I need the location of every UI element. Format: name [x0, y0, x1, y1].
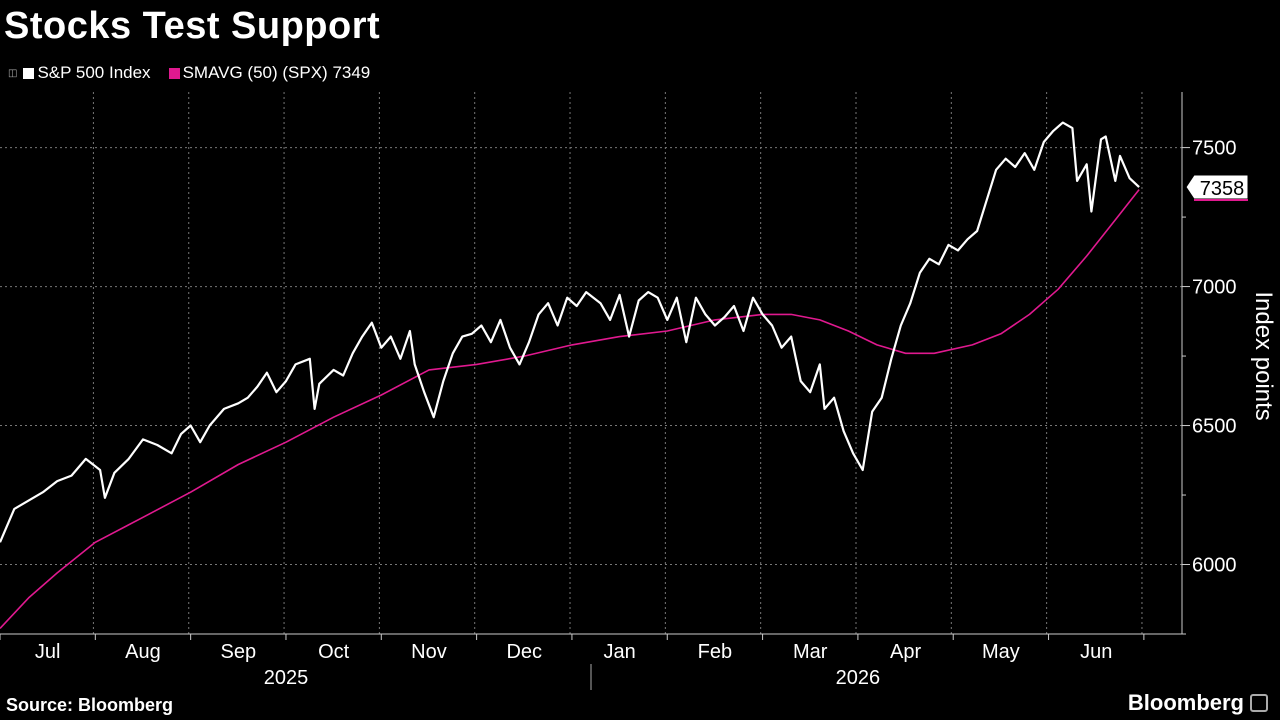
y-tick-label: 7000 [1192, 277, 1237, 299]
y-tick-label: 6000 [1192, 555, 1237, 577]
x-tick-label: Mar [793, 641, 828, 663]
y-tick-label: 6500 [1192, 416, 1237, 438]
x-tick-label: Jun [1080, 641, 1112, 663]
x-tick-label: Apr [890, 641, 921, 663]
series-line-smavg [0, 189, 1140, 629]
legend-swatch-spx [23, 67, 35, 79]
legend: ◫ S&P 500 Index SMAVG (50) (SPX) 7349 [8, 63, 384, 83]
x-tick-label: Dec [506, 641, 542, 663]
legend-item-spx: S&P 500 Index [23, 63, 151, 83]
x-tick-label: May [982, 641, 1020, 663]
brand-logo: Bloomberg [1128, 690, 1268, 716]
x-tick-label: Jul [35, 641, 61, 663]
legend-item-smavg: SMAVG (50) (SPX) 7349 [168, 63, 371, 83]
x-tick-label: Jan [603, 641, 635, 663]
series-line-spx [0, 121, 1140, 543]
last-value-badge [1185, 174, 1249, 200]
y-tick-label: 7500 [1192, 138, 1237, 160]
legend-label-spx: S&P 500 Index [37, 63, 151, 82]
x-tick-label: Oct [318, 641, 350, 663]
x-tick-label: Nov [411, 641, 447, 663]
legend-label-smavg: SMAVG (50) (SPX) 7349 [182, 63, 371, 82]
x-tick-label: Sep [221, 641, 257, 663]
brand-label: Bloomberg [1127, 690, 1244, 715]
x-tick-label: Aug [125, 641, 161, 663]
x-tick-label: Feb [698, 641, 732, 663]
year-label: 2026 [836, 667, 881, 689]
year-label: 2025 [264, 667, 309, 689]
brand-icon [1250, 694, 1268, 712]
last-value-label: 7358 [1200, 178, 1245, 200]
legend-swatch-smavg [168, 67, 180, 79]
y-axis-title: Index points [1250, 291, 1277, 420]
legend-options-icon[interactable]: ◫ [8, 67, 18, 79]
source-note: Source: Bloomberg [6, 695, 174, 715]
chart-title: Stocks Test Support [4, 5, 381, 47]
